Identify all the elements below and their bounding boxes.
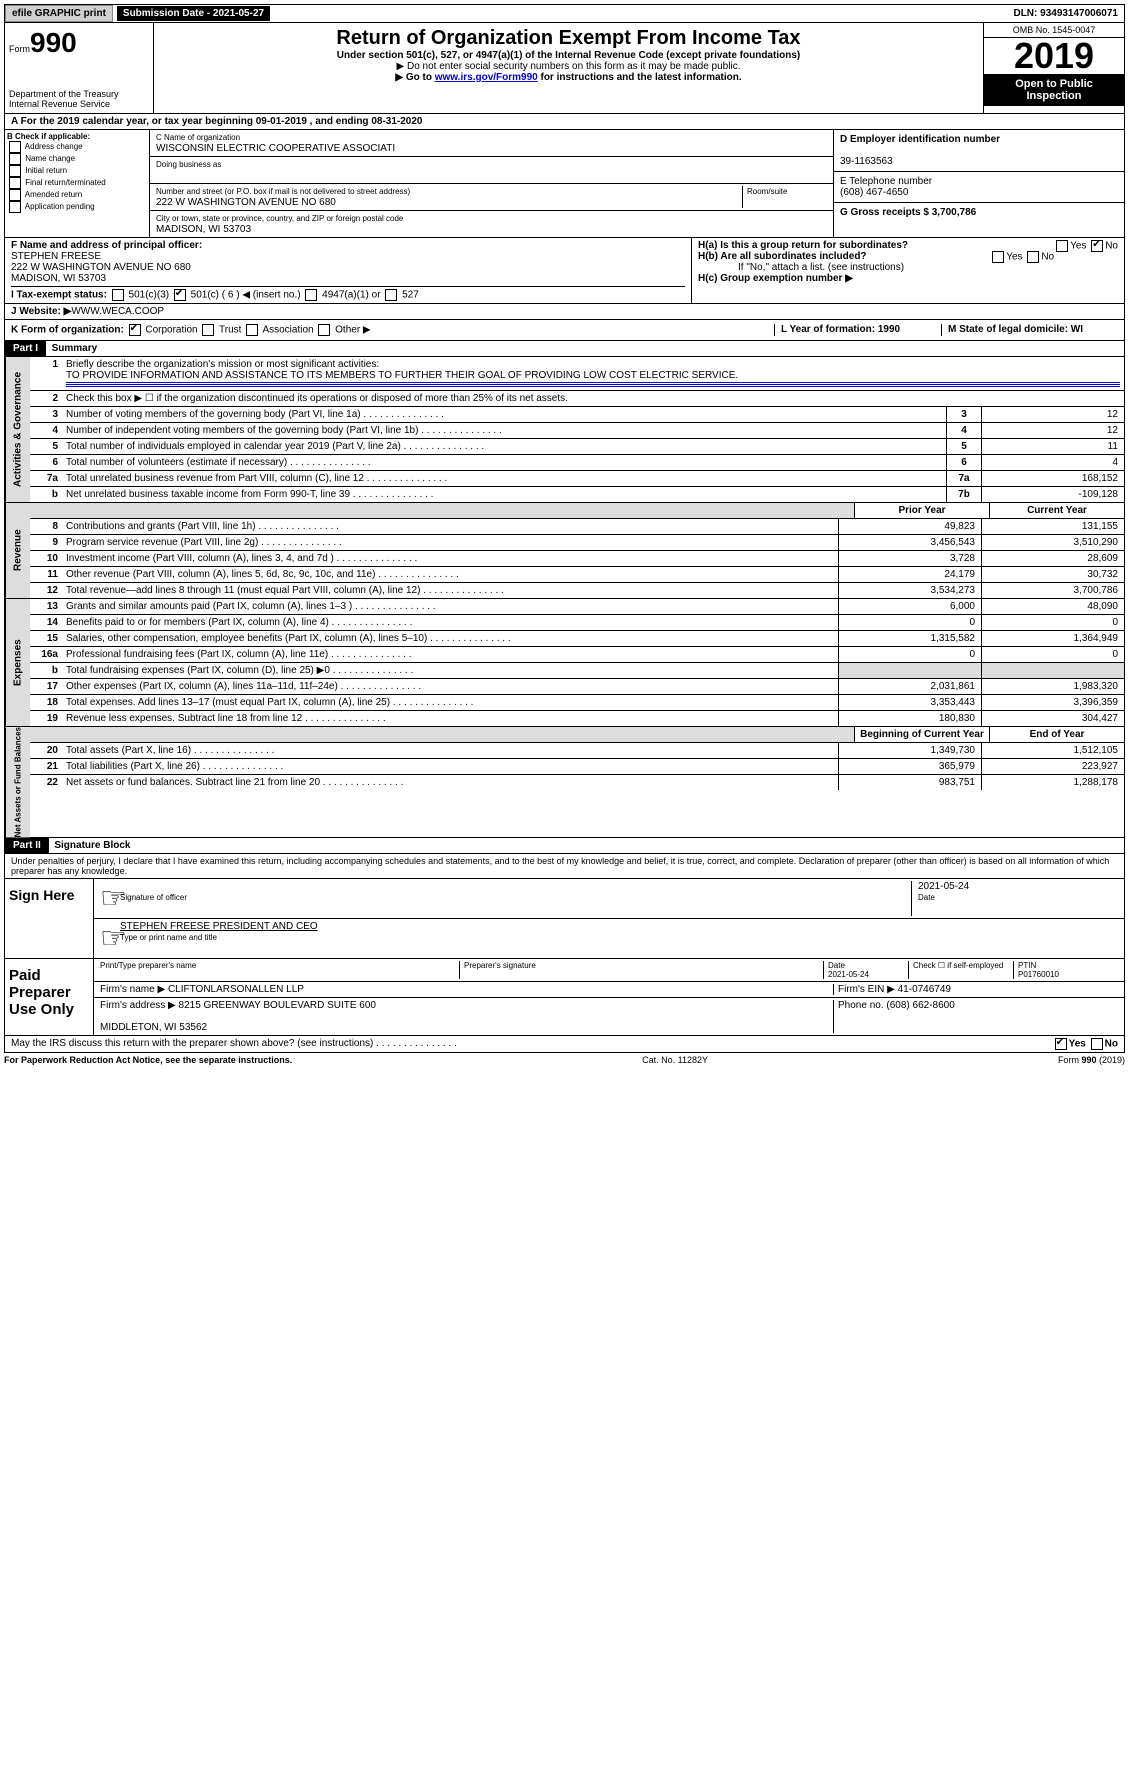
net-assets-section: Net Assets or Fund Balances Beginning of… — [4, 727, 1125, 838]
part2-header: Part II — [5, 838, 49, 853]
footer: For Paperwork Reduction Act Notice, see … — [4, 1053, 1125, 1067]
checkbox-pending[interactable] — [9, 201, 21, 213]
submission-date: Submission Date - 2021-05-27 — [117, 6, 270, 21]
city: MADISON, WI 53703 — [156, 224, 251, 235]
g-label: G Gross receipts $ 3,700,786 — [840, 207, 976, 218]
form-header: Form990 Department of the Treasury Inter… — [4, 23, 1125, 114]
dln: DLN: 93493147006071 — [1007, 6, 1124, 21]
declaration: Under penalties of perjury, I declare th… — [4, 854, 1125, 879]
part1-header: Part I — [5, 341, 46, 356]
revenue-section: Revenue Prior YearCurrent Year 8Contribu… — [4, 503, 1125, 599]
ha-no[interactable] — [1091, 240, 1103, 252]
discuss-row: May the IRS discuss this return with the… — [4, 1036, 1125, 1053]
section-b-to-g: B Check if applicable: Address change Na… — [4, 130, 1125, 238]
ptin: P01760010 — [1018, 970, 1059, 979]
top-bar: efile GRAPHIC print Submission Date - 20… — [4, 4, 1125, 23]
checkbox-501c[interactable] — [174, 289, 186, 301]
firm-ein: 41-0746749 — [898, 984, 951, 995]
open-public: Open to Public Inspection — [984, 74, 1124, 106]
e-label: E Telephone number — [840, 176, 932, 187]
officer-sig-name: STEPHEN FREESE PRESIDENT AND CEO — [120, 921, 318, 932]
activities-governance: Activities & Governance 1Briefly describ… — [4, 357, 1125, 503]
checkbox-final[interactable] — [9, 177, 21, 189]
subtitle-2: ▶ Do not enter social security numbers o… — [158, 61, 979, 72]
irs-link[interactable]: www.irs.gov/Form990 — [435, 72, 538, 83]
period-line: A For the 2019 calendar year, or tax yea… — [5, 114, 428, 129]
form-prefix: Form — [9, 44, 30, 54]
domicile: M State of legal domicile: WI — [948, 324, 1083, 335]
firm-name: CLIFTONLARSONALLEN LLP — [168, 984, 304, 995]
website: WWW.WECA.COOP — [71, 306, 164, 317]
checkbox-addr[interactable] — [9, 141, 21, 153]
efile-btn[interactable]: efile GRAPHIC print — [5, 5, 113, 22]
street: 222 W WASHINGTON AVENUE NO 680 — [156, 197, 336, 208]
section-f-h: F Name and address of principal officer:… — [4, 238, 1125, 304]
b-label: B Check if applicable: — [7, 132, 90, 141]
form-number: 990 — [30, 27, 77, 58]
checkbox-amended[interactable] — [9, 189, 21, 201]
checkbox-initial[interactable] — [9, 165, 21, 177]
checkbox-name[interactable] — [9, 153, 21, 165]
discuss-yes[interactable] — [1055, 1038, 1067, 1050]
subtitle-1: Under section 501(c), 527, or 4947(a)(1)… — [158, 50, 979, 61]
k-corp[interactable] — [129, 324, 141, 336]
phone: (608) 467-4650 — [840, 187, 908, 198]
org-name: WISCONSIN ELECTRIC COOPERATIVE ASSOCIATI — [156, 143, 395, 154]
expenses-section: Expenses 13Grants and similar amounts pa… — [4, 599, 1125, 727]
mission: TO PROVIDE INFORMATION AND ASSISTANCE TO… — [66, 370, 738, 381]
officer-addr: 222 W WASHINGTON AVENUE NO 680 MADISON, … — [11, 262, 191, 284]
sign-here: Sign Here ☞Signature of officer2021-05-2… — [4, 879, 1125, 1036]
firm-phone: (608) 662-8600 — [886, 1000, 954, 1011]
subtitle-3: ▶ Go to www.irs.gov/Form990 for instruct… — [158, 72, 979, 83]
ein: 39-1163563 — [840, 156, 893, 167]
year-formation: L Year of formation: 1990 — [781, 324, 900, 335]
dept: Department of the Treasury Internal Reve… — [9, 89, 149, 109]
tax-year: 2019 — [984, 38, 1124, 74]
d-label: D Employer identification number — [840, 134, 1000, 145]
form-title: Return of Organization Exempt From Incom… — [158, 27, 979, 50]
officer-name: STEPHEN FREESE — [11, 251, 101, 262]
discuss-no[interactable] — [1091, 1038, 1103, 1050]
